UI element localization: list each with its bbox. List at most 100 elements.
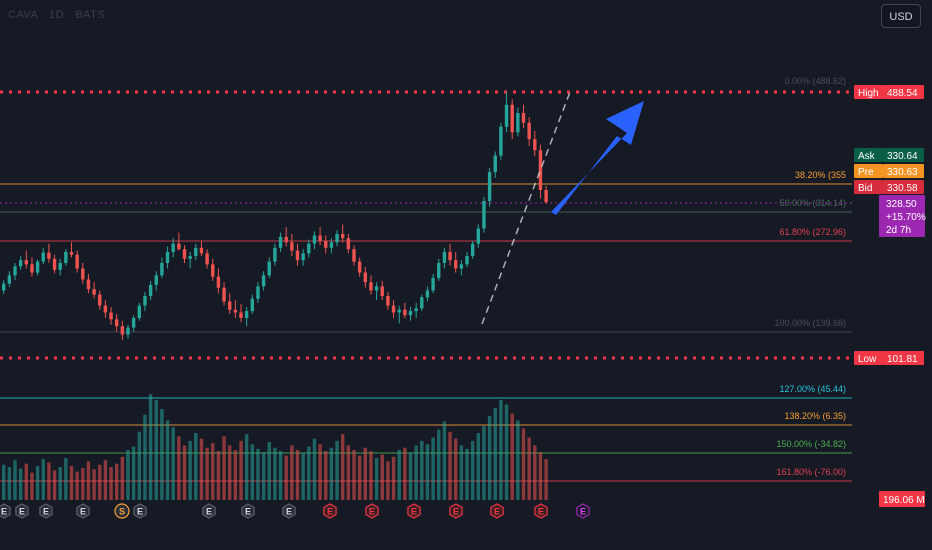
volume-bar xyxy=(98,464,102,500)
candle-body xyxy=(476,228,480,244)
candle-body xyxy=(69,251,74,255)
candle-body xyxy=(92,289,96,295)
event-letter: E xyxy=(411,507,417,517)
event-letter: E xyxy=(453,507,459,517)
candle-body xyxy=(414,308,418,312)
candle-body xyxy=(431,278,435,291)
earnings-event-icon xyxy=(15,503,29,519)
candle-body xyxy=(18,260,23,267)
candle-body xyxy=(420,297,424,309)
last-price-value: 328.50 xyxy=(886,199,917,210)
volume-bar xyxy=(239,440,243,500)
candle-body xyxy=(538,150,543,191)
candle-body xyxy=(194,247,198,257)
high-tag-value: 488.54 xyxy=(887,88,918,99)
candle-body xyxy=(391,305,396,313)
volume-bar xyxy=(448,431,452,500)
bid-tag-value-bg xyxy=(883,180,924,194)
candle-body xyxy=(454,260,458,269)
event-letter: E xyxy=(580,507,586,517)
event-letter: E xyxy=(286,507,292,517)
candle-body xyxy=(2,283,6,291)
volume-bar xyxy=(352,449,356,500)
candle-body xyxy=(403,309,407,316)
volume-bar xyxy=(244,434,249,500)
event-letter: E xyxy=(327,507,333,517)
high-tag-label-bg xyxy=(854,85,883,99)
candle-body xyxy=(487,172,492,202)
event-letter: E xyxy=(206,507,212,517)
volume-bar xyxy=(131,446,136,500)
candle-body xyxy=(273,247,277,262)
volume-bar xyxy=(538,452,543,500)
bid-tag-label: Bid xyxy=(858,183,872,194)
volume-bar xyxy=(431,437,435,500)
candle-body xyxy=(199,247,204,254)
candle-body xyxy=(290,242,294,251)
volume-bar xyxy=(47,462,51,500)
candle-body xyxy=(52,258,57,270)
event-letter: E xyxy=(245,507,251,517)
volume-bar xyxy=(329,447,334,500)
volume-bar xyxy=(470,440,475,500)
volume-bar xyxy=(199,438,204,500)
candle-body xyxy=(228,301,232,310)
candle-body xyxy=(205,253,209,265)
volume-bar xyxy=(13,460,17,500)
volume-bar xyxy=(521,428,526,500)
candle-body xyxy=(64,251,68,263)
candle-body xyxy=(493,155,497,173)
volume-bar xyxy=(459,445,464,500)
candle-body xyxy=(154,275,158,285)
trend-lines xyxy=(481,91,644,325)
earnings-event-icon xyxy=(323,503,337,519)
candle-body xyxy=(301,253,305,261)
candle-body xyxy=(86,279,91,290)
volume-bar xyxy=(165,420,170,500)
fib-label: 50.00% (314.14) xyxy=(779,198,846,208)
candle-body xyxy=(35,261,40,273)
symbol-title: CAVA · 1D · BATS xyxy=(8,9,106,21)
volume-bar xyxy=(290,445,294,500)
volume-bar xyxy=(499,399,503,500)
fib-label: 38.20% (355 xyxy=(795,170,846,180)
event-letter: E xyxy=(80,507,86,517)
earnings-event-icon xyxy=(76,503,90,519)
last-price-tag: 328.50 +15.70% 2d 7h xyxy=(879,195,926,237)
volume-bar xyxy=(171,427,175,500)
last-price-countdown: 2d 7h xyxy=(886,225,911,236)
volume-bar xyxy=(357,455,362,500)
candle-body xyxy=(324,240,328,248)
candle-body xyxy=(126,327,130,335)
candle-body xyxy=(363,272,367,283)
volume-bar xyxy=(487,415,492,500)
volume-bar xyxy=(295,449,300,500)
earnings-event-icon xyxy=(133,503,147,519)
fib-label: 138.20% (6.35) xyxy=(784,411,846,421)
earnings-event-icon xyxy=(407,503,421,519)
candle-body xyxy=(58,262,62,270)
volume-bars xyxy=(2,394,548,500)
candle-body xyxy=(437,262,441,279)
volume-bar xyxy=(408,452,413,500)
volume-tag-value: 196.06 M xyxy=(883,495,925,506)
split-event-icon xyxy=(114,503,130,519)
volume-bar xyxy=(35,465,40,500)
candle-body xyxy=(256,286,260,299)
event-letter: S xyxy=(119,507,125,517)
candle-body xyxy=(98,294,102,306)
volume-bar xyxy=(143,414,147,500)
volume-bar xyxy=(544,459,548,500)
candle-body xyxy=(239,312,243,318)
volume-bar xyxy=(154,399,158,500)
candle-body xyxy=(137,305,141,318)
candle-body xyxy=(408,311,413,316)
high-tag-label: High xyxy=(858,88,879,99)
candle-body xyxy=(397,309,401,313)
volume-bar xyxy=(69,465,74,500)
event-letter: E xyxy=(43,507,49,517)
event-letter: E xyxy=(538,507,544,517)
currency-button[interactable]: USD xyxy=(881,4,921,28)
candle-body xyxy=(75,254,79,269)
